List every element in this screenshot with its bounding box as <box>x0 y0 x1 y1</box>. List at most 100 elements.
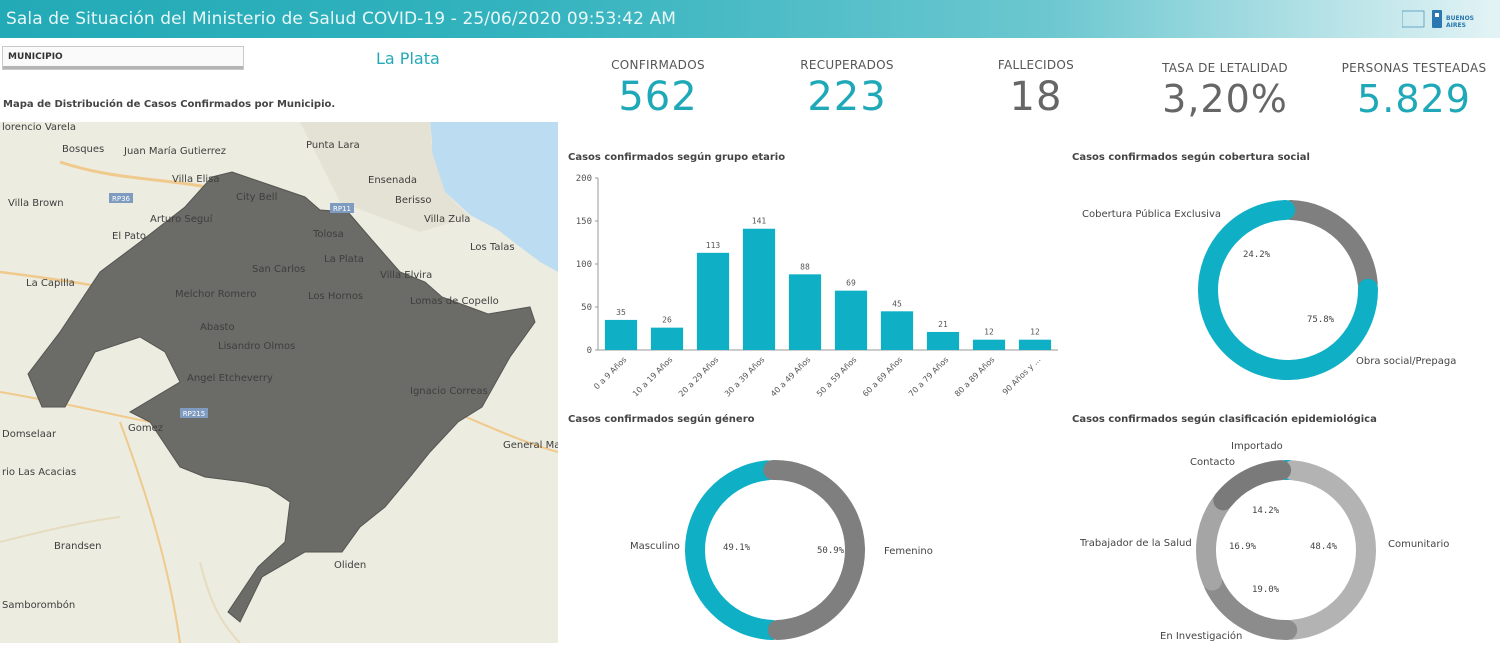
bar <box>973 340 1005 350</box>
slice-label: En Investigación <box>1160 631 1242 642</box>
map-place-label: Punta Lara <box>306 140 360 151</box>
y-tick-label: 150 <box>576 217 592 227</box>
x-tick-label: 50 a 59 Años <box>815 355 858 398</box>
map-place-label: Villa Elisa <box>172 174 219 185</box>
map-place-label: Ensenada <box>368 175 417 186</box>
x-tick-label: 20 a 29 Años <box>677 355 720 398</box>
map-place-label: Arturo Seguí <box>150 214 212 225</box>
bar <box>605 320 637 350</box>
map-place-label: Domselaar <box>2 429 56 440</box>
bar <box>789 274 821 350</box>
map-place-label: Bosques <box>62 144 104 155</box>
map-place-label: Lisandro Olmos <box>218 341 295 352</box>
bar-value-label: 12 <box>1030 328 1040 337</box>
map-canvas: RP36 RP11 RP215 <box>0 122 558 643</box>
kpi-fallecidos: FALLECIDOS 18 <box>951 58 1121 120</box>
road-label-rp215: RP215 <box>180 408 208 418</box>
map-place-label: lorencio Varela <box>2 122 76 133</box>
slice-label: Cobertura Pública Exclusiva <box>1082 209 1221 220</box>
kpi-label: FALLECIDOS <box>951 58 1121 72</box>
map-place-label: El Pato <box>112 231 146 242</box>
x-tick-label: 10 a 19 Años <box>631 355 674 398</box>
municipio-filter[interactable]: MUNICIPIO <box>2 46 244 70</box>
slice-value: 19.0% <box>1252 585 1279 595</box>
donut-slice <box>1223 470 1281 500</box>
bar-value-label: 141 <box>752 217 767 226</box>
logo-text: BUENOS AIRES <box>1446 15 1486 29</box>
kpi-label: TASA DE LETALIDAD <box>1140 61 1310 75</box>
slice-value: 24.2% <box>1243 250 1270 260</box>
slice-label: Femenino <box>884 546 933 557</box>
map-place-label: San Carlos <box>252 264 305 275</box>
map-place-label: General Ma <box>503 440 558 451</box>
donut-slice <box>1291 210 1368 283</box>
epi-donut-chart[interactable]: Importado Contacto Trabajador de la Salu… <box>1066 432 1496 643</box>
y-tick-label: 0 <box>587 346 592 356</box>
bar <box>743 229 775 350</box>
kpi-label: PERSONAS TESTEADAS <box>1329 61 1499 75</box>
x-tick-label: 80 a 89 Años <box>953 355 996 398</box>
map-place-label: Gomez <box>128 423 163 434</box>
map-place-label: Oliden <box>334 560 366 571</box>
map-place-label: Melchor Romero <box>175 289 256 300</box>
map-place-label: Tolosa <box>313 229 344 240</box>
x-tick-label: 0 a 9 Años <box>592 355 628 391</box>
map-place-label: Los Talas <box>470 242 515 253</box>
kpi-value: 5.829 <box>1329 77 1499 121</box>
x-tick-label: 30 a 39 Años <box>723 355 766 398</box>
bar-value-label: 45 <box>892 299 902 308</box>
bar <box>697 253 729 350</box>
x-tick-label: 90 Años y ... <box>1001 355 1043 397</box>
bar-value-label: 12 <box>984 328 994 337</box>
map-place-label: Samborombón <box>2 600 75 611</box>
y-tick-label: 50 <box>581 303 592 313</box>
coverage-donut-chart[interactable]: Cobertura Pública Exclusiva Obra social/… <box>1066 168 1496 404</box>
y-tick-label: 200 <box>576 174 592 184</box>
kpi-tasa-letalidad: TASA DE LETALIDAD 3,20% <box>1140 61 1310 121</box>
slice-label: Masculino <box>630 541 680 552</box>
bar <box>651 328 683 350</box>
map-place-label: Abasto <box>200 322 235 333</box>
slice-value: 48.4% <box>1310 542 1337 552</box>
selected-municipio: La Plata <box>376 49 440 68</box>
map-place-label: City Bell <box>236 192 277 203</box>
map-place-label: Juan María Gutierrez <box>124 146 226 157</box>
map-place-label: rio Las Acacias <box>2 467 76 478</box>
kpi-label: CONFIRMADOS <box>573 58 743 72</box>
map-place-label: Lomas de Copello <box>410 296 499 307</box>
y-tick-label: 100 <box>576 260 592 270</box>
x-tick-label: 60 a 69 Años <box>861 355 904 398</box>
donut-slice <box>1206 504 1221 581</box>
svg-text:RP11: RP11 <box>333 205 351 213</box>
bar-value-label: 88 <box>800 262 810 271</box>
kpi-value: 18 <box>951 74 1121 120</box>
bar-value-label: 113 <box>706 241 721 250</box>
gender-donut-svg <box>562 432 1062 643</box>
kpi-label: RECUPERADOS <box>762 58 932 72</box>
map-place-label: Berisso <box>395 195 431 206</box>
bar <box>881 311 913 350</box>
road-label-rp36: RP36 <box>109 193 133 203</box>
kpi-value: 3,20% <box>1140 77 1310 121</box>
map-place-label: Brandsen <box>54 541 102 552</box>
map-place-label: Villa Zula <box>424 214 470 225</box>
kpi-value: 562 <box>573 74 743 120</box>
map-place-label: Ignacio Correas <box>410 386 488 397</box>
kpi-confirmados: CONFIRMADOS 562 <box>573 58 743 120</box>
bar <box>835 291 867 350</box>
municipio-filter-label: MUNICIPIO <box>8 52 63 62</box>
bar-value-label: 69 <box>846 279 856 288</box>
gender-donut-chart[interactable]: Masculino Femenino 49.1% 50.9% <box>562 432 1062 643</box>
map-place-label: Villa Brown <box>8 198 64 209</box>
svg-text:RP36: RP36 <box>112 195 131 203</box>
kpi-value: 223 <box>762 74 932 120</box>
map-title: Mapa de Distribución de Casos Confirmado… <box>3 99 335 110</box>
map-place-label: La Capilla <box>26 278 75 289</box>
slice-label: Importado <box>1231 441 1283 452</box>
cases-map[interactable]: RP36 RP11 RP215 lorencio Varela Bosques … <box>0 122 558 643</box>
bar-value-label: 35 <box>616 308 626 317</box>
page-title: Sala de Situación del Ministerio de Salu… <box>6 9 676 29</box>
slice-label: Contacto <box>1190 457 1235 468</box>
title-bar: Sala de Situación del Ministerio de Salu… <box>0 0 1500 38</box>
